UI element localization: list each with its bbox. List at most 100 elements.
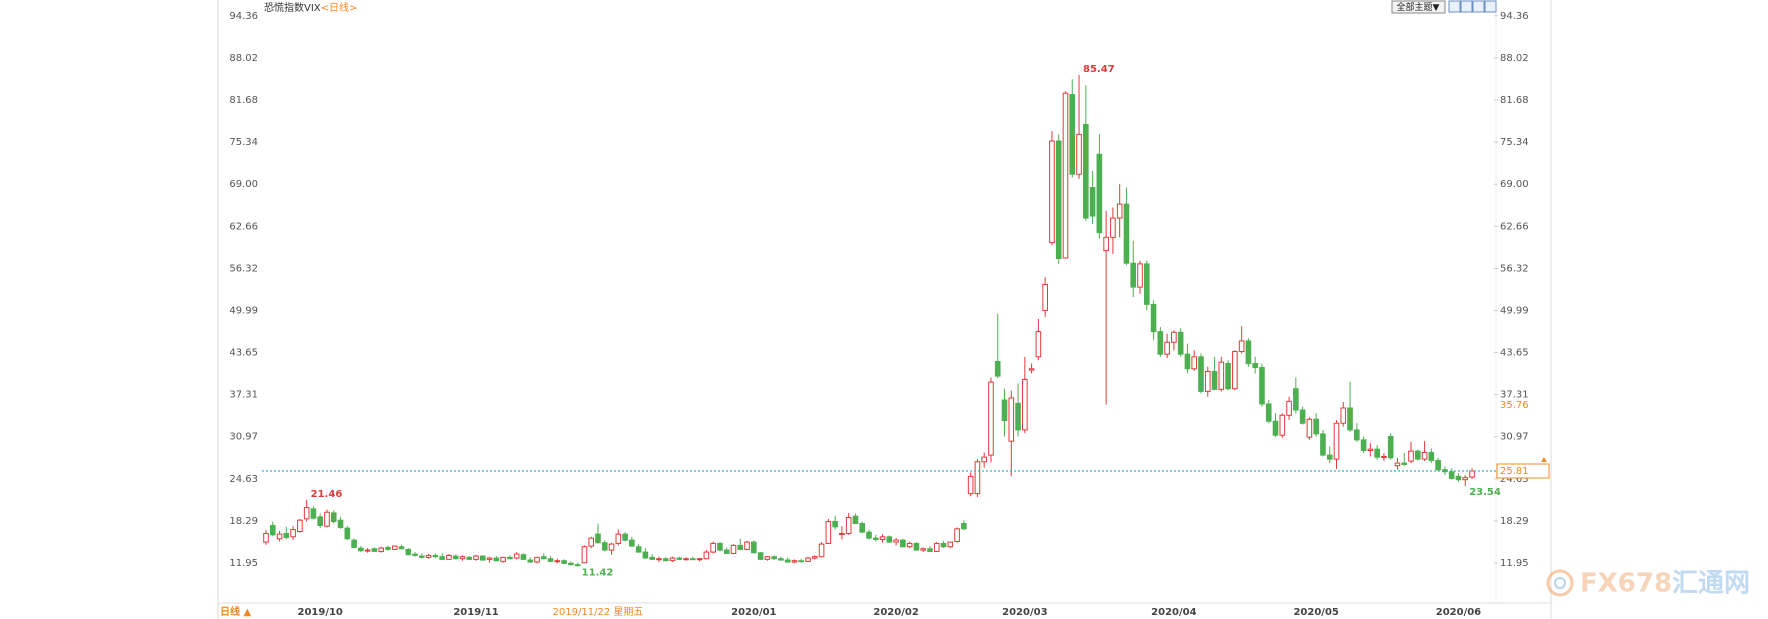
candle-body — [324, 511, 330, 527]
candle-body — [920, 548, 927, 551]
y-tick-label: 62.66 — [229, 221, 258, 232]
y-tick-label: 11.95 — [229, 558, 258, 569]
tool-icon[interactable] — [1460, 0, 1473, 13]
candle-body — [933, 542, 940, 552]
candle — [1028, 363, 1035, 374]
candle — [1421, 441, 1428, 462]
candle-body — [1408, 450, 1414, 462]
candle-body — [703, 551, 710, 560]
period-toggle[interactable]: 日线 ▲ — [220, 605, 251, 618]
candle — [940, 540, 947, 549]
theme-button[interactable] — [1391, 0, 1446, 14]
candle-body — [690, 558, 696, 561]
candle — [1008, 390, 1015, 477]
candle — [466, 556, 473, 561]
candle — [913, 542, 920, 551]
candle-body — [527, 559, 534, 563]
candle — [561, 559, 567, 565]
candle-body — [1062, 92, 1069, 259]
candle — [893, 538, 899, 546]
candle-body — [1198, 356, 1204, 392]
candle-body — [947, 541, 954, 548]
candle — [324, 509, 330, 528]
logo-icon — [1554, 577, 1566, 589]
candle-body — [1306, 418, 1313, 438]
candle-body — [1225, 362, 1231, 390]
y-tick-label: 88.02 — [229, 53, 258, 64]
candle-body — [893, 539, 899, 543]
candle-body — [886, 536, 893, 543]
candle-body — [730, 544, 737, 554]
y2-tick-label: 94.36 — [1500, 11, 1529, 22]
candle — [1401, 453, 1408, 466]
candle-body — [771, 556, 777, 560]
candle-body — [1137, 263, 1143, 288]
candle — [1035, 318, 1042, 361]
candle — [947, 541, 954, 549]
candle-body — [954, 528, 960, 542]
candle-body — [303, 507, 310, 520]
y-tick-label: 56.32 — [229, 263, 258, 274]
theme-button-label[interactable]: 全部主题▼ — [1397, 1, 1440, 13]
tool-icon[interactable] — [1472, 0, 1485, 13]
candle-body — [825, 521, 832, 544]
candle-body — [412, 553, 418, 556]
candle — [358, 546, 364, 553]
candle-body — [276, 533, 283, 540]
y2-tick-label: 37.31 — [1500, 390, 1529, 401]
candle — [751, 540, 757, 554]
candle — [1001, 388, 1008, 437]
candle — [540, 553, 547, 560]
logo-icon — [1546, 569, 1574, 597]
logo: FX678 汇通网 — [1546, 569, 1750, 599]
candle — [676, 556, 683, 561]
last-close-label: 25.81 — [1500, 466, 1529, 477]
y2-tick-label: 81.68 — [1500, 95, 1529, 106]
candle — [981, 452, 987, 468]
y-tick-label: 24.63 — [229, 474, 258, 485]
candle — [629, 536, 635, 547]
candle-body — [1123, 203, 1130, 264]
candle-body — [1171, 331, 1177, 343]
candle — [839, 526, 845, 540]
candle-body — [263, 532, 269, 543]
candle — [534, 556, 540, 564]
candle — [303, 499, 310, 522]
candle-body — [940, 542, 947, 548]
candle-body — [405, 548, 412, 556]
candle — [297, 518, 303, 533]
candle — [1143, 260, 1150, 311]
candle-body — [1204, 370, 1211, 392]
candle — [1286, 396, 1292, 420]
x-tick-label: 2020/05 — [1293, 607, 1338, 618]
candle-body — [1049, 140, 1055, 244]
candle-body — [351, 539, 357, 548]
candle — [1171, 330, 1177, 351]
candle — [1062, 91, 1069, 259]
candle — [520, 553, 527, 561]
candle — [778, 556, 784, 561]
candle-body — [561, 560, 567, 564]
candle-body — [513, 553, 520, 559]
candle — [412, 552, 418, 557]
candle-body — [635, 546, 642, 553]
candle-body — [337, 519, 344, 529]
candle-body — [866, 531, 872, 539]
y2-tick-label: 62.66 — [1500, 221, 1529, 232]
tool-icon[interactable] — [1484, 0, 1497, 13]
candle — [1116, 184, 1123, 238]
candle — [771, 555, 777, 561]
candle — [744, 540, 750, 551]
tool-icon[interactable] — [1448, 0, 1461, 13]
logo-cn: 汇通网 — [1672, 569, 1750, 599]
candle-body — [1272, 420, 1279, 436]
candle — [1177, 328, 1184, 357]
candle — [493, 556, 500, 562]
candle — [1015, 383, 1021, 437]
candle-body — [1293, 388, 1299, 411]
candle — [920, 547, 927, 553]
candle-body — [317, 516, 324, 527]
y-tick-label: 75.34 — [229, 137, 258, 148]
y2-tick-label: 18.29 — [1500, 516, 1529, 527]
